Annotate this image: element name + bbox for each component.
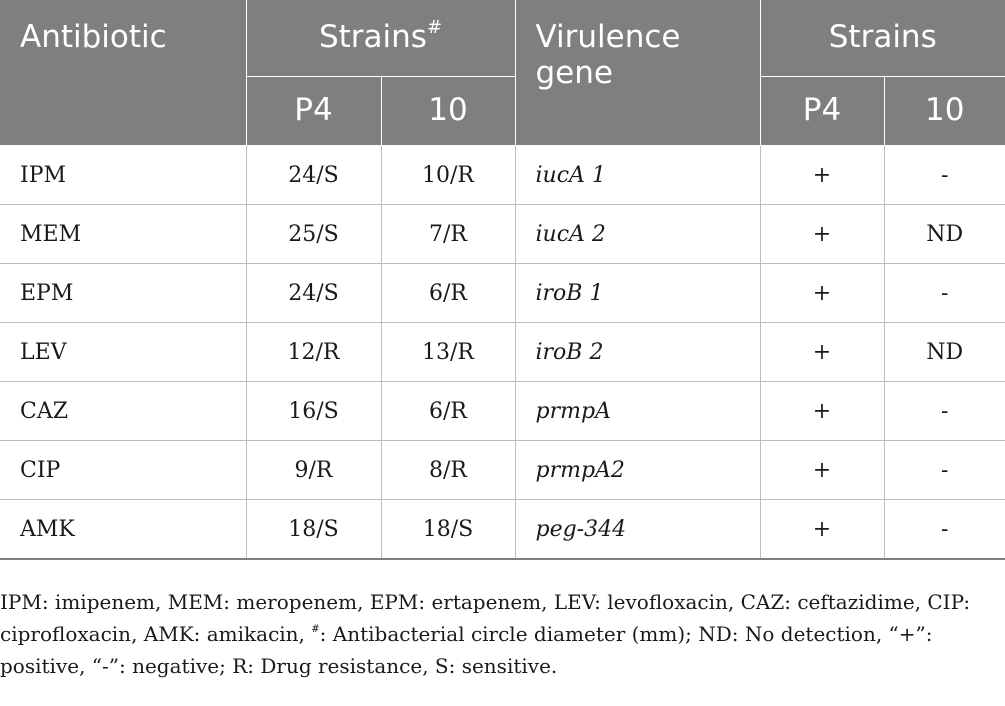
cell-gene-10: - (884, 381, 1005, 441)
cell-gene: iucA 1 (515, 145, 761, 205)
cell-gene: iroB 2 (515, 322, 761, 382)
cell-antibiotic: CAZ (0, 381, 247, 441)
cell-gene: iroB 1 (515, 263, 761, 323)
header-virulence-gene: Virulence gene (515, 0, 761, 146)
table-row: CAZ 16/S 6/R prmpA + - (0, 381, 1005, 441)
subheader-p4: P4 (246, 76, 382, 146)
cell-gene: prmpA (515, 381, 761, 441)
cell-p4: 18/S (246, 499, 382, 560)
cell-gene-10: - (884, 499, 1005, 560)
cell-antibiotic: CIP (0, 440, 247, 500)
header-strains-gene: Strains (760, 0, 1005, 77)
cell-antibiotic: EPM (0, 263, 247, 323)
cell-antibiotic: MEM (0, 204, 247, 264)
cell-gene: iucA 2 (515, 204, 761, 264)
cell-10: 18/S (381, 499, 516, 560)
cell-gene-p4: + (760, 322, 885, 382)
cell-gene-p4: + (760, 381, 885, 441)
cell-10: 6/R (381, 263, 516, 323)
cell-10: 7/R (381, 204, 516, 264)
subheader-10: 10 (381, 76, 516, 146)
cell-10: 10/R (381, 145, 516, 205)
footnote-hash-mark: # (311, 624, 320, 635)
data-table: Antibiotic Strains# Virulence gene Strai… (0, 0, 1005, 560)
cell-p4: 12/R (246, 322, 382, 382)
header-strains-resistance: Strains# (246, 0, 516, 77)
hash-mark: # (426, 17, 443, 39)
footnote-abbreviations: IPM: imipenem, MEM: meropenem, EPM: erta… (0, 590, 971, 646)
cell-antibiotic: AMK (0, 499, 247, 560)
subheader-10-gene: 10 (884, 76, 1005, 146)
cell-gene-10: ND (884, 322, 1005, 382)
cell-gene-p4: + (760, 263, 885, 323)
cell-gene-10: - (884, 440, 1005, 500)
table-footnote: IPM: imipenem, MEM: meropenem, EPM: erta… (0, 586, 1005, 682)
cell-antibiotic: IPM (0, 145, 247, 205)
cell-gene-p4: + (760, 440, 885, 500)
cell-gene: prmpA2 (515, 440, 761, 500)
cell-p4: 25/S (246, 204, 382, 264)
cell-p4: 24/S (246, 263, 382, 323)
cell-p4: 24/S (246, 145, 382, 205)
cell-p4: 9/R (246, 440, 382, 500)
cell-antibiotic: LEV (0, 322, 247, 382)
cell-gene-10: - (884, 145, 1005, 205)
cell-gene-p4: + (760, 499, 885, 560)
footnote-definitions: : Antibacterial circle diameter (mm); ND… (0, 622, 933, 678)
cell-10: 13/R (381, 322, 516, 382)
cell-gene: peg-344 (515, 499, 761, 560)
cell-10: 8/R (381, 440, 516, 500)
cell-gene-10: ND (884, 204, 1005, 264)
cell-gene-p4: + (760, 204, 885, 264)
subheader-p4-gene: P4 (760, 76, 885, 146)
header-antibiotic: Antibiotic (0, 0, 247, 146)
cell-10: 6/R (381, 381, 516, 441)
table-row: EPM 24/S 6/R iroB 1 + - (0, 263, 1005, 323)
cell-gene-10: - (884, 263, 1005, 323)
table-row: MEM 25/S 7/R iucA 2 + ND (0, 204, 1005, 264)
cell-gene-p4: + (760, 145, 885, 205)
cell-p4: 16/S (246, 381, 382, 441)
table-row: LEV 12/R 13/R iroB 2 + ND (0, 322, 1005, 382)
table-row: AMK 18/S 18/S peg-344 + - (0, 499, 1005, 560)
table-row: IPM 24/S 10/R iucA 1 + - (0, 145, 1005, 205)
table-row: CIP 9/R 8/R prmpA2 + - (0, 440, 1005, 500)
